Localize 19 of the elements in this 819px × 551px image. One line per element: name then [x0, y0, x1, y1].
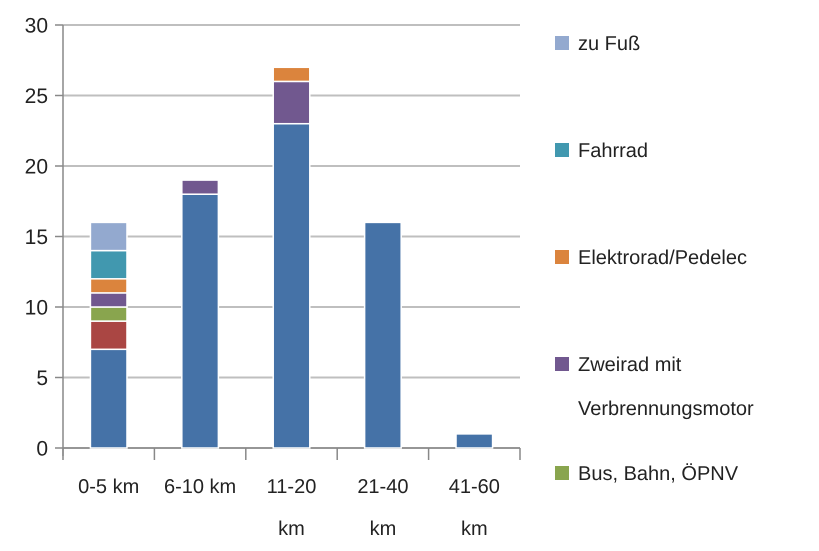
- y-tick-label: 30: [24, 14, 48, 38]
- x-tick-label: 21-40 km: [357, 476, 408, 540]
- y-tick-label: 10: [24, 296, 48, 320]
- legend-label: Elektrorad/Pedelec: [578, 247, 747, 269]
- bar: [455, 433, 494, 449]
- legend-label: Bus, Bahn, ÖPNV: [578, 463, 739, 485]
- x-tick-label: 6-10 km: [164, 476, 236, 498]
- y-tick-label: 20: [24, 155, 48, 178]
- y-tick-label: 15: [24, 226, 48, 249]
- y-tick-label: 0: [36, 437, 48, 460]
- legend-label: zu Fuß: [578, 33, 640, 55]
- bar: [364, 222, 402, 449]
- x-tick-label: 11-20 km: [266, 476, 316, 540]
- legend-label: Fahrrad: [578, 140, 648, 162]
- y-tick-label: 5: [36, 366, 48, 390]
- x-tick-label: 0-5 km: [78, 476, 140, 498]
- x-tick-label: 41-60 km: [448, 476, 500, 540]
- y-tick-label: 25: [24, 84, 48, 108]
- legend-label: Zweirad mit Verbrennungsmotor: [578, 354, 754, 420]
